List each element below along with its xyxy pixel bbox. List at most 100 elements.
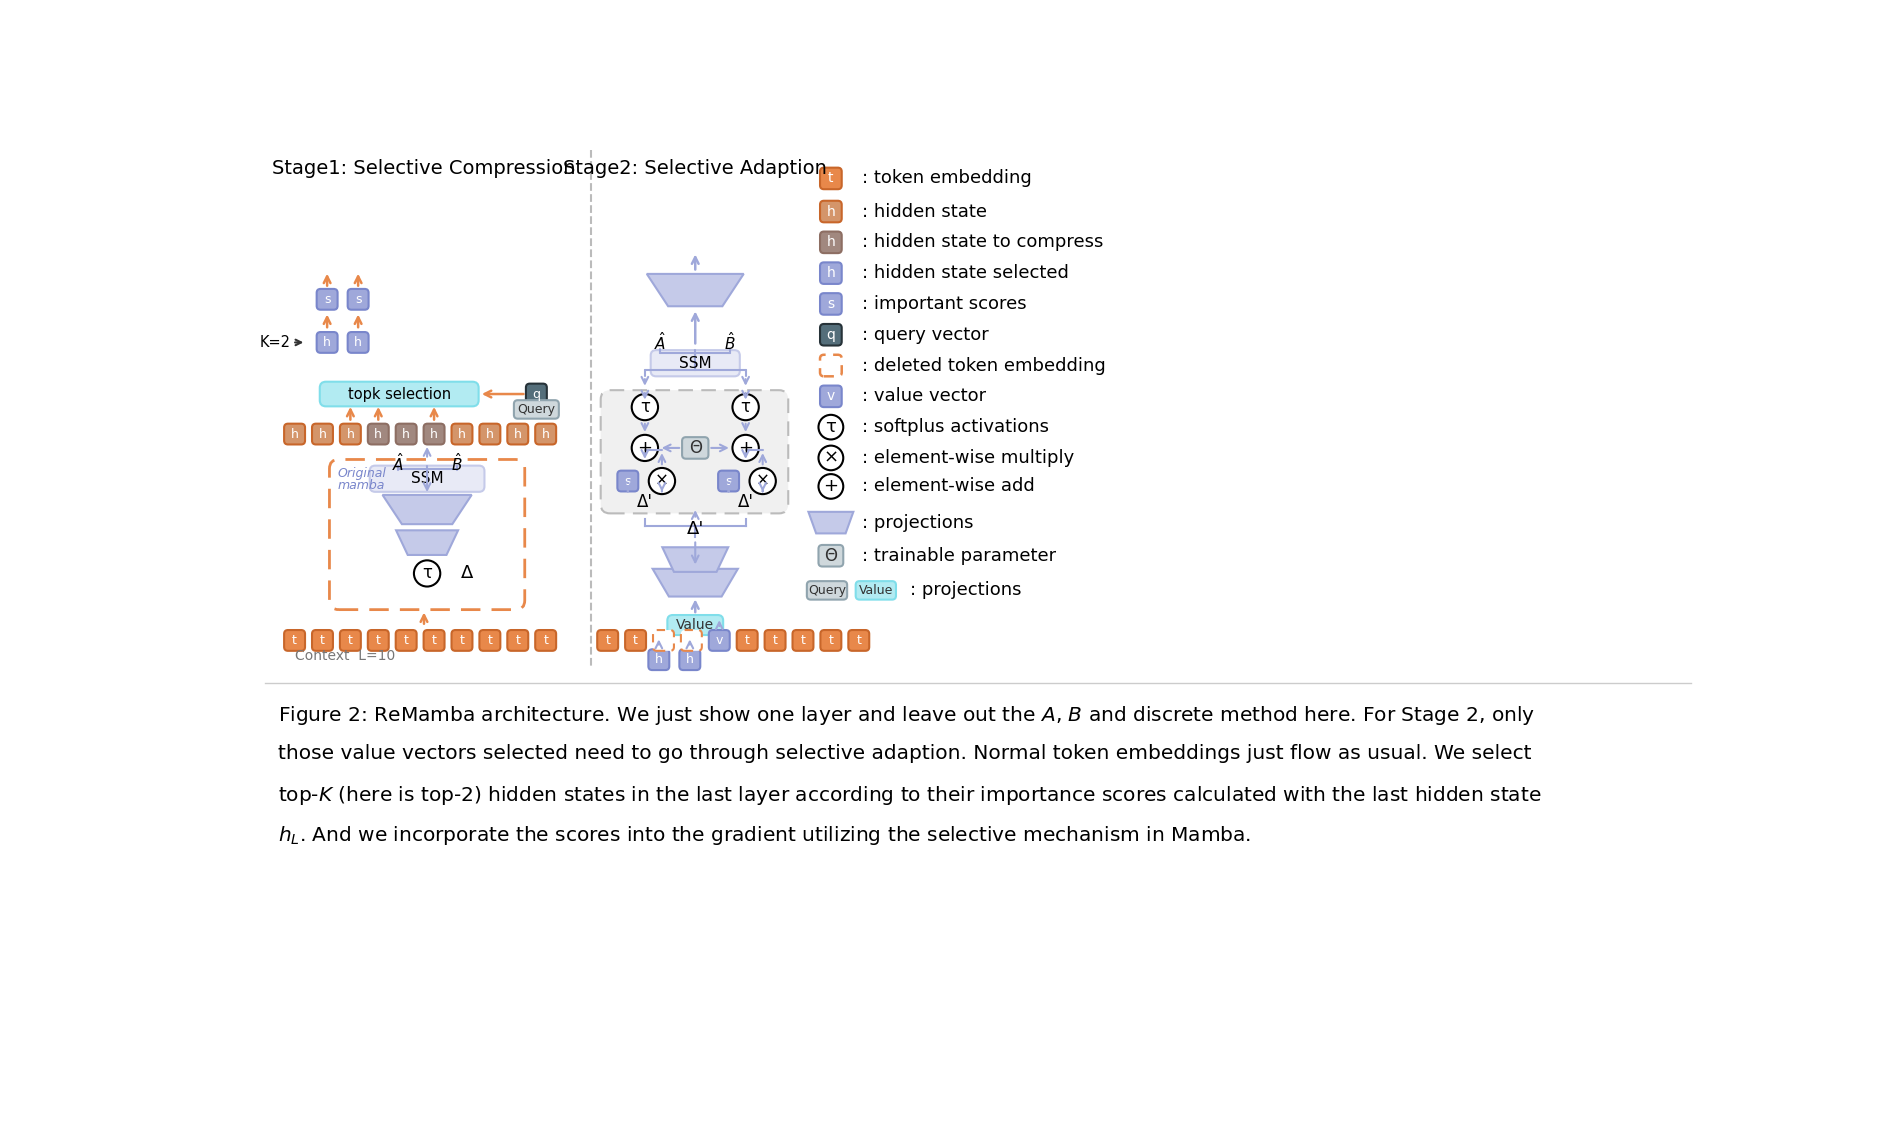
Text: topk selection: topk selection bbox=[348, 387, 451, 401]
Text: $\hat{A}$: $\hat{A}$ bbox=[655, 331, 666, 354]
Text: q: q bbox=[826, 328, 836, 341]
FancyBboxPatch shape bbox=[284, 424, 305, 445]
FancyBboxPatch shape bbox=[423, 631, 444, 651]
FancyBboxPatch shape bbox=[396, 631, 417, 651]
Text: s: s bbox=[625, 474, 630, 488]
Circle shape bbox=[632, 434, 659, 462]
Text: : element-wise multiply: : element-wise multiply bbox=[863, 449, 1074, 467]
Text: SSM: SSM bbox=[680, 356, 712, 371]
FancyBboxPatch shape bbox=[526, 383, 546, 405]
Text: t: t bbox=[857, 634, 861, 646]
Text: t: t bbox=[459, 634, 465, 646]
FancyBboxPatch shape bbox=[312, 424, 333, 445]
Text: : hidden state to compress: : hidden state to compress bbox=[863, 234, 1102, 252]
FancyBboxPatch shape bbox=[819, 545, 843, 567]
FancyBboxPatch shape bbox=[821, 386, 842, 407]
FancyBboxPatch shape bbox=[651, 350, 741, 376]
Text: h: h bbox=[543, 428, 550, 441]
FancyBboxPatch shape bbox=[451, 631, 472, 651]
Text: s: s bbox=[725, 474, 731, 488]
Text: v: v bbox=[826, 389, 836, 404]
FancyBboxPatch shape bbox=[821, 231, 842, 253]
Text: top-$K$ (here is top-2) hidden states in the last layer according to their impor: top-$K$ (here is top-2) hidden states in… bbox=[278, 785, 1542, 807]
Text: t: t bbox=[543, 634, 548, 646]
FancyBboxPatch shape bbox=[535, 424, 556, 445]
Text: h: h bbox=[291, 428, 299, 441]
FancyBboxPatch shape bbox=[821, 355, 842, 376]
FancyBboxPatch shape bbox=[821, 168, 842, 189]
Text: Δ: Δ bbox=[461, 565, 474, 583]
Text: those value vectors selected need to go through selective adaption. Normal token: those value vectors selected need to go … bbox=[278, 744, 1533, 763]
FancyBboxPatch shape bbox=[821, 294, 842, 315]
Text: h: h bbox=[514, 428, 522, 441]
FancyBboxPatch shape bbox=[341, 424, 362, 445]
FancyBboxPatch shape bbox=[348, 289, 369, 310]
Polygon shape bbox=[663, 548, 727, 572]
Text: t: t bbox=[320, 634, 326, 646]
Text: : hidden state: : hidden state bbox=[863, 203, 986, 220]
Text: $\hat{B}$: $\hat{B}$ bbox=[724, 331, 735, 354]
Text: ×: × bbox=[823, 449, 838, 467]
FancyBboxPatch shape bbox=[341, 631, 362, 651]
Text: K=2: K=2 bbox=[259, 335, 291, 350]
Text: h: h bbox=[826, 236, 836, 249]
Text: : element-wise add: : element-wise add bbox=[863, 477, 1034, 496]
Text: SSM: SSM bbox=[411, 472, 444, 486]
FancyBboxPatch shape bbox=[821, 631, 842, 651]
Text: h: h bbox=[826, 204, 836, 219]
FancyBboxPatch shape bbox=[821, 262, 842, 284]
Text: h: h bbox=[826, 266, 836, 280]
FancyBboxPatch shape bbox=[480, 631, 501, 651]
Circle shape bbox=[649, 468, 676, 494]
Text: Θ: Θ bbox=[824, 547, 838, 565]
Text: t: t bbox=[516, 634, 520, 646]
FancyBboxPatch shape bbox=[649, 650, 670, 670]
Text: t: t bbox=[348, 634, 352, 646]
Text: τ: τ bbox=[741, 398, 750, 416]
Text: : trainable parameter: : trainable parameter bbox=[863, 547, 1057, 565]
Text: Δ': Δ' bbox=[687, 519, 704, 538]
Text: : projections: : projections bbox=[910, 582, 1021, 600]
Text: v: v bbox=[716, 634, 724, 646]
FancyBboxPatch shape bbox=[396, 424, 417, 445]
Text: t: t bbox=[634, 634, 638, 646]
FancyBboxPatch shape bbox=[849, 631, 870, 651]
FancyBboxPatch shape bbox=[625, 631, 645, 651]
FancyBboxPatch shape bbox=[506, 631, 527, 651]
Text: $h_L$. And we incorporate the scores into the gradient utilizing the selective m: $h_L$. And we incorporate the scores int… bbox=[278, 824, 1251, 847]
FancyBboxPatch shape bbox=[765, 631, 786, 651]
FancyBboxPatch shape bbox=[312, 631, 333, 651]
FancyBboxPatch shape bbox=[367, 631, 388, 651]
Text: h: h bbox=[318, 428, 326, 441]
Text: h: h bbox=[375, 428, 383, 441]
Text: Figure 2: ReMamba architecture. We just show one layer and leave out the $A$, $B: Figure 2: ReMamba architecture. We just … bbox=[278, 704, 1535, 727]
Text: Stage2: Selective Adaption: Stage2: Selective Adaption bbox=[564, 159, 826, 178]
Text: t: t bbox=[375, 634, 381, 646]
Text: Query: Query bbox=[518, 403, 556, 416]
Text: h: h bbox=[685, 653, 693, 666]
Circle shape bbox=[819, 474, 843, 499]
FancyBboxPatch shape bbox=[666, 615, 724, 635]
Text: : value vector: : value vector bbox=[863, 388, 986, 405]
Text: Δ': Δ' bbox=[636, 493, 653, 510]
FancyBboxPatch shape bbox=[316, 289, 337, 310]
Text: +: + bbox=[638, 439, 653, 457]
Circle shape bbox=[819, 446, 843, 471]
FancyBboxPatch shape bbox=[682, 437, 708, 459]
FancyBboxPatch shape bbox=[680, 650, 701, 670]
Text: Query: Query bbox=[807, 584, 845, 596]
Text: Context  L=10: Context L=10 bbox=[295, 649, 394, 663]
Text: t: t bbox=[605, 634, 609, 646]
Text: h: h bbox=[655, 653, 663, 666]
Text: h: h bbox=[324, 336, 331, 349]
FancyBboxPatch shape bbox=[792, 631, 813, 651]
Text: t: t bbox=[404, 634, 409, 646]
Text: s: s bbox=[324, 293, 331, 306]
Text: Value: Value bbox=[859, 584, 893, 596]
Text: h: h bbox=[354, 336, 362, 349]
Text: τ: τ bbox=[826, 418, 836, 437]
Text: t: t bbox=[487, 634, 493, 646]
FancyBboxPatch shape bbox=[480, 424, 501, 445]
FancyBboxPatch shape bbox=[367, 424, 388, 445]
Text: : projections: : projections bbox=[863, 514, 973, 532]
